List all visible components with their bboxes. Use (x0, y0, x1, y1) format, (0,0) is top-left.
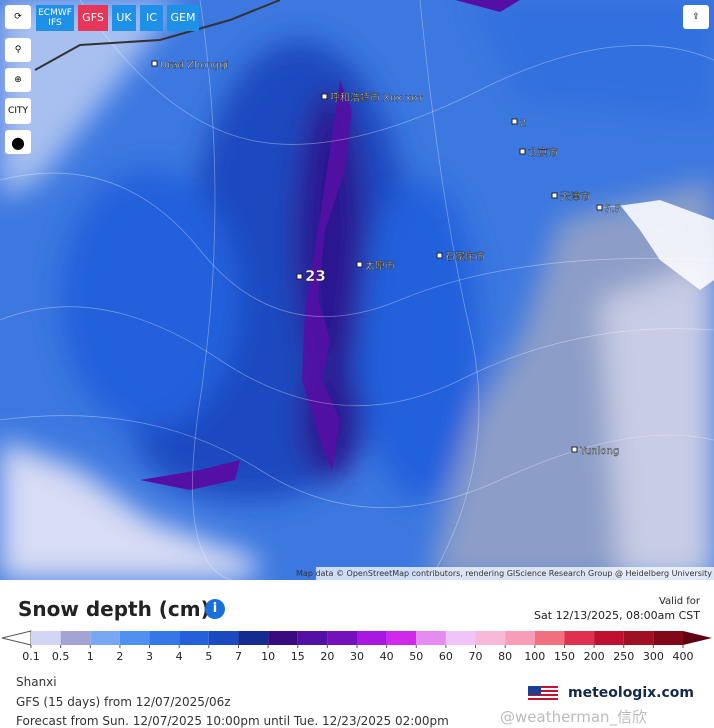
legend-swatch (31, 631, 61, 645)
legend-label: 400 (673, 650, 694, 663)
map-label: 北京市 (528, 146, 558, 159)
legend-swatch (505, 631, 535, 645)
legend-title: Snow depth (cm) (18, 597, 210, 621)
color-legend: 0.1 0.5 1 2 3 4 5 7 10 15 20 30 40 50 60 70 80 100 150 200 2… (1, 630, 712, 663)
legend-swatch (534, 631, 565, 645)
reload-button[interactable]: ⟳ (5, 5, 31, 29)
legend-swatch (208, 631, 239, 645)
legend-swatch (238, 631, 269, 645)
model-button[interactable]: ECMWF IFS (36, 5, 74, 31)
legend-swatch (357, 631, 387, 645)
model-button[interactable]: IC (140, 5, 163, 31)
legend-label: 1 (87, 650, 94, 663)
zoom-button[interactable]: ⊕ (5, 68, 31, 92)
city-marker (436, 252, 443, 259)
valid-time: Sat 12/13/2025, 08:00am CST (534, 609, 700, 622)
legend-swatch (179, 631, 209, 645)
legend-swatch (594, 631, 624, 645)
map-label: 石家庄市 (445, 250, 485, 263)
legend-swatch (297, 631, 328, 645)
flag-icon[interactable] (528, 686, 558, 702)
city-marker (321, 93, 328, 100)
legend-swatch (327, 631, 357, 645)
legend-swatch (445, 631, 476, 645)
legend-label: 100 (524, 650, 545, 663)
map-label: 2 (520, 118, 526, 129)
city-marker (519, 148, 526, 155)
legend-label: 200 (584, 650, 605, 663)
map-label: 23 (305, 267, 326, 285)
legend-swatch (386, 631, 417, 645)
city-marker (356, 261, 363, 268)
legend-label: 30 (350, 650, 364, 663)
legend-label: 0.1 (22, 650, 40, 663)
legend-label: 80 (498, 650, 512, 663)
legend-swatch (90, 631, 120, 645)
map-label: 天津市 (560, 190, 590, 203)
legend-label: 40 (380, 650, 394, 663)
legend-swatch (564, 631, 595, 645)
legend-label: 250 (613, 650, 634, 663)
legend-label: 5 (205, 650, 212, 663)
legend-label: 150 (554, 650, 575, 663)
attribution: Map data © OpenStreetMap contributors, r… (296, 569, 712, 578)
watermark: @weatherman_信欣 (500, 708, 648, 726)
city-marker (151, 60, 158, 67)
legend-swatch (623, 631, 654, 645)
map-label: 呼和浩特市 Хөх хот (330, 91, 423, 104)
valid-label: Valid for (658, 596, 700, 607)
city-marker (571, 446, 578, 453)
legend-label: 20 (320, 650, 334, 663)
map-label: Yunlong (579, 446, 619, 457)
model-run: GFS (15 days) from 12/07/2025/06z (16, 695, 231, 709)
legend-label: 2 (116, 650, 123, 663)
legend-label: 15 (291, 650, 305, 663)
legend-label: 60 (439, 650, 453, 663)
city-marker (596, 204, 603, 211)
region: Shanxi (16, 675, 57, 689)
map-label: 太原市 (365, 259, 395, 272)
map-label: 5.5 (605, 204, 621, 215)
forecast-range: Forecast from Sun. 12/07/2025 10:00pm un… (16, 714, 449, 728)
legend-swatch (119, 631, 150, 645)
brand: meteologix.com (568, 685, 694, 701)
model-button[interactable]: GFS (78, 5, 108, 31)
map-label: Urad Zhongqi (160, 60, 228, 71)
info-icon[interactable]: i (205, 599, 225, 619)
legend-arrow-high (683, 631, 712, 645)
map: Map data © OpenStreetMap contributors, r… (0, 0, 714, 580)
locate-button[interactable]: ⚲ (5, 38, 31, 62)
legend-swatch (149, 631, 180, 645)
legend-label: 300 (643, 650, 664, 663)
legend-swatch (475, 631, 506, 645)
city-marker (551, 192, 558, 199)
city-marker (511, 118, 518, 125)
model-button[interactable]: GEM (167, 5, 199, 31)
dot-toggle[interactable]: ● (5, 130, 31, 154)
legend-arrow-low (1, 630, 32, 646)
legend-label: 10 (261, 650, 275, 663)
legend-label: 0.5 (52, 650, 70, 663)
legend-swatch (416, 631, 446, 645)
legend-label: 3 (146, 650, 153, 663)
legend-label: 70 (469, 650, 483, 663)
model-button[interactable]: UK (112, 5, 136, 31)
city-toggle[interactable]: CITY (5, 98, 31, 124)
legend-label: 7 (235, 650, 242, 663)
legend-label: 50 (409, 650, 423, 663)
legend-swatch (60, 631, 91, 645)
legend-swatch (653, 631, 683, 645)
city-marker (296, 273, 303, 280)
legend-swatch (268, 631, 298, 645)
legend-label: 4 (176, 650, 183, 663)
share-button[interactable]: ⇪ (683, 5, 709, 29)
